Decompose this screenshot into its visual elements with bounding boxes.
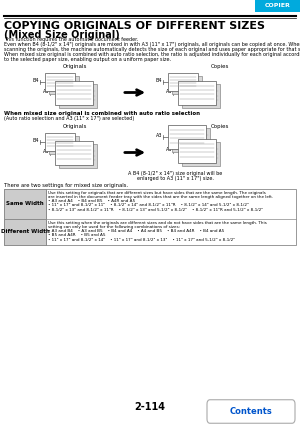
Polygon shape [49,76,79,94]
Text: Different Width: Different Width [1,229,50,234]
Text: When mixed size original is combined with auto ratio selection, the ratio is adj: When mixed size original is combined wit… [4,52,300,57]
Text: are inserted in the document feeder tray with the sides that are the same length: are inserted in the document feeder tray… [48,195,273,199]
Bar [4,189,296,244]
Polygon shape [49,136,79,153]
Polygon shape [55,141,93,164]
Text: A3: A3 [43,89,49,94]
Text: Use this setting when the originals are different sizes and do not have sides th: Use this setting when the originals are … [48,221,267,224]
Bar [255,0,300,12]
Text: (Mixed Size Original): (Mixed Size Original) [4,30,120,40]
Text: to the selected paper size, enabling output on a uniform paper size.: to the selected paper size, enabling out… [4,57,171,62]
Text: B4: B4 [155,78,162,83]
Text: Originals: Originals [63,124,87,128]
Text: • 8-1/2" x 13" and 8-1/2" x 11"R    • 8-1/2" x 13" and 5-1/2" x 8-1/2"    • 8-1/: • 8-1/2" x 13" and 8-1/2" x 11"R • 8-1/2… [48,208,263,212]
Polygon shape [168,125,206,148]
Text: Even when B4 (8-1/2" x 14") originals are mixed in with A3 (11" x 17") originals: Even when B4 (8-1/2" x 14") originals ar… [4,42,300,47]
Text: B4: B4 [32,78,39,83]
Text: • A3 and A4    • B4 and B5    • A4R and A5: • A3 and A4 • B4 and B5 • A4R and A5 [48,199,135,203]
Text: • B5 and A4R    • B5 and A5: • B5 and A4R • B5 and A5 [48,233,106,238]
Polygon shape [172,128,210,151]
Text: Copies: Copies [211,63,229,68]
Text: A3: A3 [166,147,172,152]
Text: 2-114: 2-114 [134,402,166,412]
FancyBboxPatch shape [207,400,295,423]
Polygon shape [182,83,220,108]
Text: • A3 and B4    • A3 and B5    • B4 and A4    • A4 and B5    • B4 and A4R    • B4: • A3 and B4 • A3 and B5 • B4 and A4 • A4… [48,229,224,233]
Text: A B4 (8-1/2" x 14") size original will be: A B4 (8-1/2" x 14") size original will b… [128,170,222,176]
Text: (Auto ratio selection and A3 (11" x 17") are selected): (Auto ratio selection and A3 (11" x 17")… [4,116,134,121]
Text: Use this setting for originals that are different sizes but have sides that are : Use this setting for originals that are … [48,190,266,195]
Polygon shape [45,133,75,150]
Text: setting can only be used for the following combinations of sizes:: setting can only be used for the followi… [48,225,180,229]
Text: Same Width: Same Width [6,201,44,206]
Polygon shape [178,80,216,105]
Text: • 11" x 17" and 8-1/2" x 14"    • 11" x 17" and 8-1/2" x 13"    • 11" x 17" and : • 11" x 17" and 8-1/2" x 14" • 11" x 17"… [48,238,235,242]
Text: COPYING ORIGINALS OF DIFFERENT SIZES: COPYING ORIGINALS OF DIFFERENT SIZES [4,21,265,31]
Polygon shape [178,139,216,162]
Text: • 11" x 17" and 8-1/2" x 11"    • 8-1/2" x 14" and 8-1/2" x 11"R    • 8-1/2" x 1: • 11" x 17" and 8-1/2" x 11" • 8-1/2" x … [48,204,249,207]
Polygon shape [168,73,198,91]
Text: This function requires the automatic document feeder.: This function requires the automatic doc… [4,37,138,42]
Text: There are two settings for mixed size originals.: There are two settings for mixed size or… [4,182,128,187]
Text: When mixed size original is combined with auto ratio selection: When mixed size original is combined wit… [4,110,200,116]
Text: Contents: Contents [230,408,272,416]
Polygon shape [59,144,97,167]
Text: enlarged to A3 (11" x 17") size.: enlarged to A3 (11" x 17") size. [136,176,213,181]
Text: A3: A3 [155,133,162,138]
Text: Originals: Originals [63,63,87,68]
Text: B4: B4 [32,138,39,143]
Text: scanning the originals, the machine automatically detects the size of each origi: scanning the originals, the machine auto… [4,47,300,52]
Text: A3: A3 [43,149,49,154]
Text: Copies: Copies [211,124,229,128]
Text: COPIER: COPIER [265,3,290,8]
Bar [4,189,46,218]
Polygon shape [45,73,75,91]
Polygon shape [182,142,220,165]
Polygon shape [55,80,93,105]
Polygon shape [172,76,202,94]
Bar [4,218,46,244]
Polygon shape [59,83,97,108]
Text: A3: A3 [166,89,172,94]
